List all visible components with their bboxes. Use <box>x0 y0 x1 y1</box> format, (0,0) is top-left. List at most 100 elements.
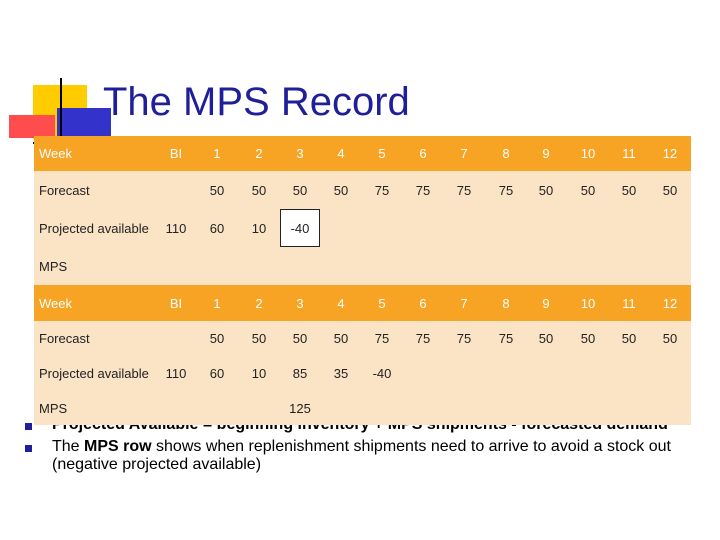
table-cell: 50 <box>251 331 267 346</box>
table-cell <box>321 247 361 285</box>
table-cell: 50 <box>580 331 596 346</box>
table-header-cell: 1 <box>213 146 221 161</box>
table-cell <box>486 209 526 247</box>
table-cell <box>403 209 443 247</box>
table-header-cell: 6 <box>419 146 427 161</box>
table-cell <box>156 247 196 285</box>
table-header-cell: 2 <box>255 295 263 311</box>
row-label: Projected available <box>39 220 149 236</box>
table-cell: -40 <box>372 366 392 381</box>
table-row: Forecast 50 50 50 50 75 75 75 75 50 50 50 50 <box>34 321 691 356</box>
table-cell <box>486 356 526 391</box>
table-cell <box>609 209 649 247</box>
decor-vertical-line <box>60 78 62 148</box>
table-cell: 60 <box>209 366 225 381</box>
table-cell <box>321 209 361 247</box>
row-label: Forecast <box>39 331 90 346</box>
table-header-cell: 6 <box>419 295 427 311</box>
bullet-item: The MPS row shows when replenishment shi… <box>25 438 695 474</box>
table-cell <box>650 247 690 285</box>
table-cell: 50 <box>292 182 308 198</box>
table-cell <box>568 356 608 391</box>
table-cell: 50 <box>580 182 596 198</box>
table-cell: 75 <box>456 182 472 198</box>
row-label: MPS <box>39 258 68 274</box>
table-row: Forecast 50 50 50 50 75 75 75 75 50 50 50 50 <box>34 171 691 209</box>
table-header-cell: 3 <box>296 295 304 311</box>
table-cell <box>650 356 690 391</box>
table-cell <box>609 391 649 426</box>
table-cell <box>156 321 196 356</box>
table-cell <box>526 391 566 426</box>
table-cell <box>444 247 484 285</box>
mps-table-after: Week BI 1 2 3 4 5 6 7 8 9 10 11 12 Forecast 50 50 50 50 75 7… <box>34 285 691 425</box>
table-header-cell: 11 <box>622 146 636 161</box>
slide-title: The MPS Record <box>103 80 410 124</box>
table-cell <box>568 247 608 285</box>
table-header-row: Week BI 1 2 3 4 5 6 7 8 9 10 11 12 <box>34 285 691 321</box>
table-cell: 10 <box>251 220 267 236</box>
table-cell <box>609 247 649 285</box>
table-cell <box>403 247 443 285</box>
table-cell <box>197 247 237 285</box>
table-cell <box>156 171 196 209</box>
decor-red-square <box>9 115 55 138</box>
table-cell <box>362 247 402 285</box>
table-cell <box>568 209 608 247</box>
table-cell: 50 <box>209 182 225 198</box>
table-header-cell: 12 <box>662 295 678 311</box>
table-cell: 50 <box>333 331 349 346</box>
table-header-cell: 10 <box>580 146 596 161</box>
row-label: Forecast <box>39 182 90 198</box>
table-cell <box>444 391 484 426</box>
table-header-row: Week BI 1 2 3 4 5 6 7 8 9 10 11 12 <box>34 136 691 171</box>
table-header-cell: 8 <box>502 295 510 311</box>
table-cell: 50 <box>538 331 554 346</box>
table-cell: 75 <box>415 182 431 198</box>
table-cell: 50 <box>538 182 554 198</box>
table-cell <box>568 391 608 426</box>
table-cell <box>609 356 649 391</box>
table-cell: 50 <box>662 182 678 198</box>
bullet-text: The MPS row shows when replenishment shi… <box>52 438 671 473</box>
table-cell <box>526 356 566 391</box>
table-row: MPS <box>34 247 691 285</box>
table-header-cell: 12 <box>662 146 678 161</box>
table-cell <box>444 356 484 391</box>
table-cell <box>321 391 361 426</box>
table-cell: 75 <box>415 331 431 346</box>
table-header-cell: 5 <box>378 295 386 311</box>
table-cell <box>239 247 279 285</box>
table-cell <box>197 391 237 426</box>
bullet-square-icon <box>25 445 32 452</box>
table-cell <box>526 247 566 285</box>
table-cell <box>650 209 690 247</box>
table-cell: 50 <box>621 182 637 198</box>
table-cell: 10 <box>251 366 267 381</box>
table-header-cell: Week <box>39 146 72 161</box>
table-header-cell: 9 <box>542 295 550 311</box>
row-label: Projected available <box>39 366 149 381</box>
table-cell <box>239 391 279 426</box>
table-cell: 75 <box>374 182 390 198</box>
table-cell <box>403 391 443 426</box>
table-cell: 75 <box>374 331 390 346</box>
table-row: Projected available 110 60 10 85 35 -40 <box>34 356 691 391</box>
table-header-cell: 9 <box>542 146 550 161</box>
table-row: MPS 125 <box>34 391 691 426</box>
table-cell: 110 <box>165 220 187 236</box>
mps-table-before: Week BI 1 2 3 4 5 6 7 8 9 10 11 12 Forecast 50 50 50 50 75 7… <box>34 136 691 288</box>
table-header-cell: 7 <box>460 146 468 161</box>
table-header-cell: BI <box>169 295 183 311</box>
table-cell <box>444 209 484 247</box>
table-header-cell: 7 <box>460 295 468 311</box>
table-cell <box>362 209 402 247</box>
table-header-cell: 8 <box>502 146 510 161</box>
table-header-cell: 4 <box>337 295 345 311</box>
table-header-cell: 1 <box>213 295 221 311</box>
table-cell: 125 <box>289 401 311 416</box>
table-cell: 75 <box>456 331 472 346</box>
table-cell <box>362 391 402 426</box>
table-cell <box>403 356 443 391</box>
table-cell <box>156 391 196 426</box>
